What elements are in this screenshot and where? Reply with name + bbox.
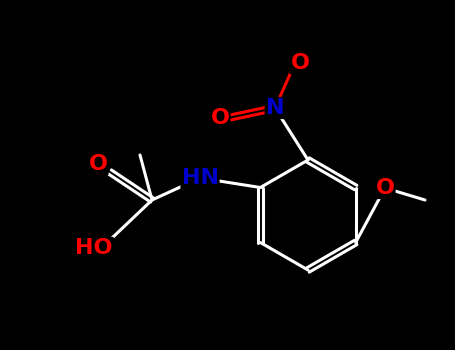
Text: O: O	[290, 53, 309, 73]
Text: O: O	[211, 108, 229, 128]
Text: O: O	[89, 154, 107, 174]
Text: HO: HO	[75, 238, 113, 258]
Text: O: O	[375, 178, 394, 198]
Text: HN: HN	[182, 168, 218, 188]
Text: N: N	[266, 98, 284, 118]
